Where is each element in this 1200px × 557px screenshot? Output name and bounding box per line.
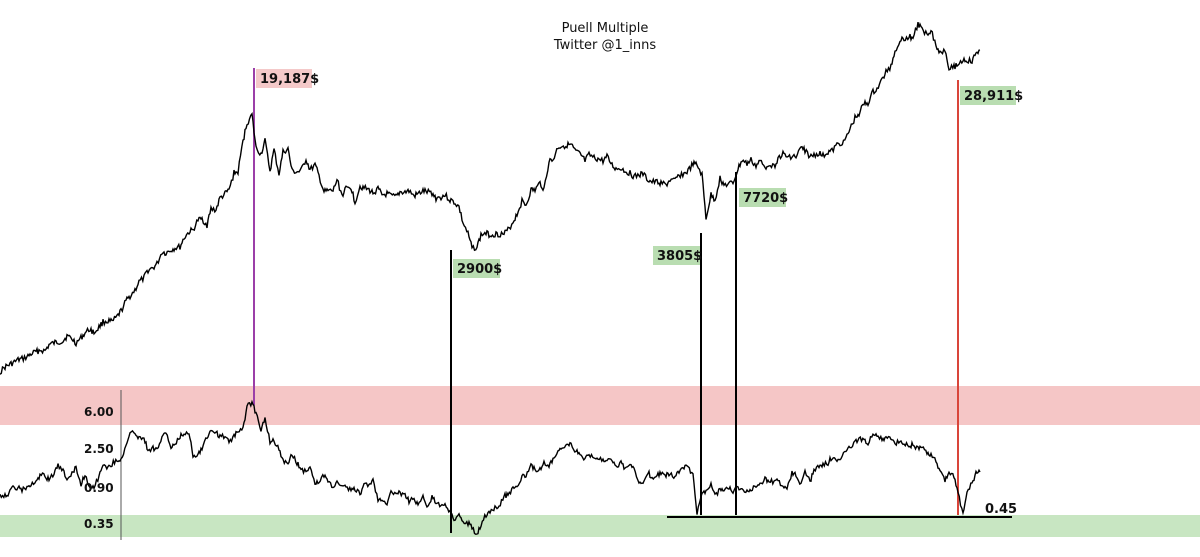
label-bg <box>960 86 1016 105</box>
price-7720-label: 7720$ <box>743 191 788 206</box>
recent-price-label: 28,911$ <box>964 89 1023 104</box>
y-tick-label: 0.35 <box>84 517 114 531</box>
y-tick-label: 6.00 <box>84 405 114 419</box>
support-value-label: 0.45 <box>985 502 1017 517</box>
label-bg <box>453 259 500 278</box>
y-tick-label: 0.90 <box>84 481 114 495</box>
price-3805-label: 3805$ <box>657 249 702 264</box>
y-tick-label: 2.50 <box>84 442 114 456</box>
undervalued-band <box>0 515 1200 537</box>
chart-title: Puell Multiple <box>562 21 649 36</box>
label-bg <box>653 246 700 265</box>
label-bg <box>256 69 312 88</box>
chart-subtitle: Twitter @1_inns <box>553 38 657 53</box>
overheated-band <box>0 386 1200 425</box>
peak-price-label: 19,187$ <box>260 72 319 87</box>
label-bg <box>739 188 786 207</box>
price-series-line <box>0 21 981 375</box>
puell-series-line <box>0 399 981 536</box>
price-2900-label: 2900$ <box>457 262 502 277</box>
